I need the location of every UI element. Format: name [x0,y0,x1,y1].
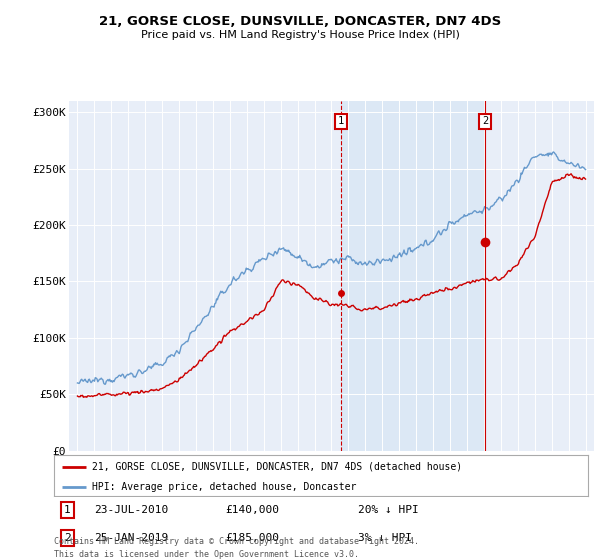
Text: 21, GORSE CLOSE, DUNSVILLE, DONCASTER, DN7 4DS: 21, GORSE CLOSE, DUNSVILLE, DONCASTER, D… [99,15,501,28]
Text: 2: 2 [482,116,488,126]
Text: 20% ↓ HPI: 20% ↓ HPI [358,505,419,515]
Text: 1: 1 [64,505,71,515]
Text: £185,000: £185,000 [225,533,279,543]
Bar [341,101,485,451]
Text: Contains HM Land Registry data © Crown copyright and database right 2024.
This d: Contains HM Land Registry data © Crown c… [54,538,419,559]
Text: HPI: Average price, detached house, Doncaster: HPI: Average price, detached house, Donc… [92,482,357,492]
Text: £140,000: £140,000 [225,505,279,515]
Text: 3% ↓ HPI: 3% ↓ HPI [358,533,412,543]
Text: 21, GORSE CLOSE, DUNSVILLE, DONCASTER, DN7 4DS (detached house): 21, GORSE CLOSE, DUNSVILLE, DONCASTER, D… [92,461,463,472]
Text: Price paid vs. HM Land Registry's House Price Index (HPI): Price paid vs. HM Land Registry's House … [140,30,460,40]
Text: 1: 1 [338,116,344,126]
Text: 25-JAN-2019: 25-JAN-2019 [94,533,168,543]
Text: 23-JUL-2010: 23-JUL-2010 [94,505,168,515]
Text: 2: 2 [64,533,71,543]
